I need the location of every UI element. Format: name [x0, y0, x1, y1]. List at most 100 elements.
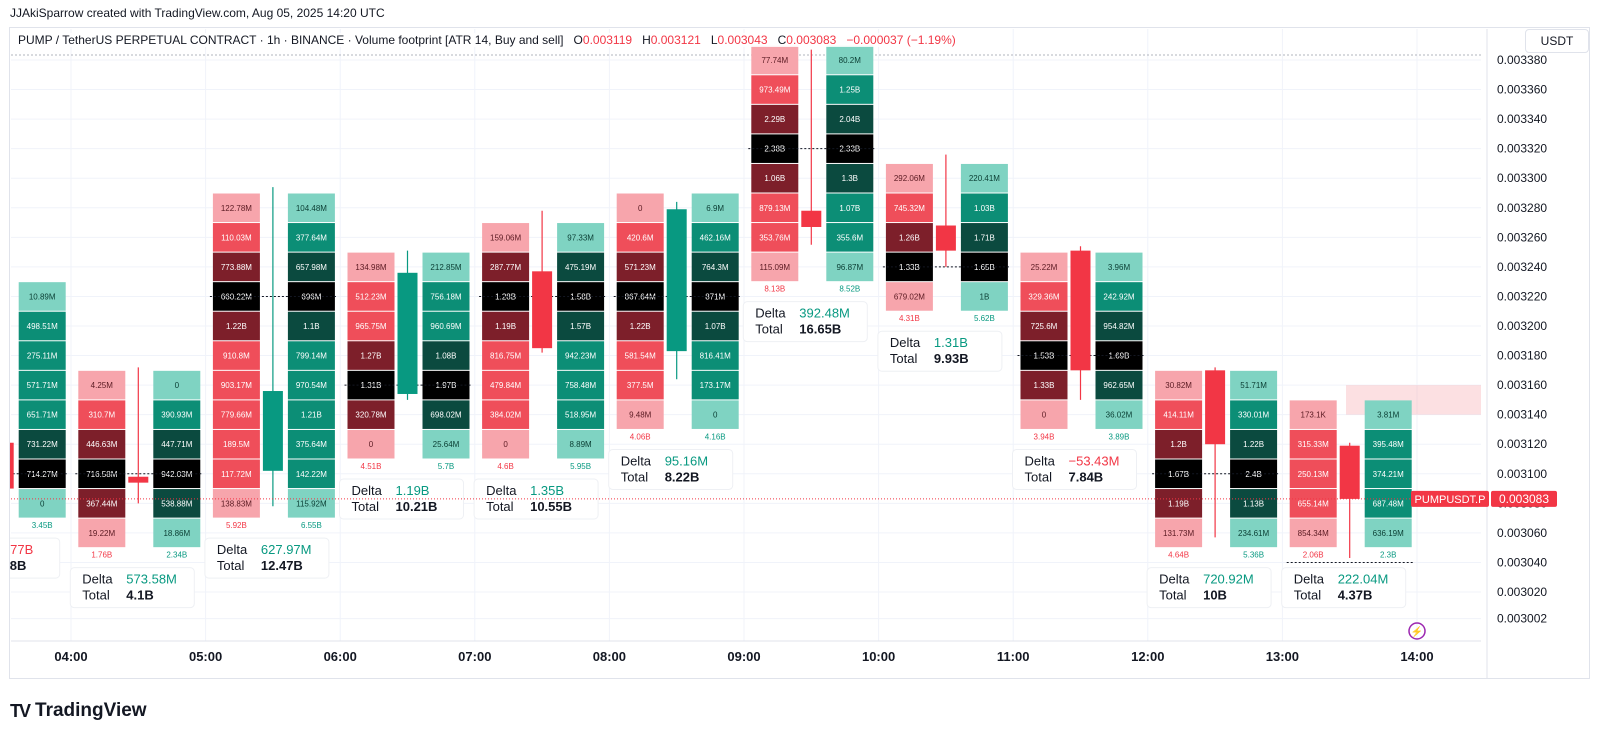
buy-volume-cell: [557, 223, 605, 252]
delta-label: Delta: [755, 306, 786, 321]
sell-volume-label: 446.63M: [86, 440, 117, 449]
last-price-tag: [1491, 490, 1557, 507]
buy-volume-label: 799.14M: [296, 352, 327, 361]
x-tick-label: 07:00: [458, 649, 491, 664]
sell-volume-label: 287.77M: [490, 263, 521, 272]
sell-volume-label: 2.29B: [764, 115, 785, 124]
buy-volume-cell: [1230, 518, 1278, 548]
buy-volume-cell: [153, 518, 201, 548]
total-label: Total: [82, 588, 110, 603]
sell-volume-label: 1.26B: [899, 233, 920, 242]
sell-volume-cell: [1155, 370, 1203, 400]
sell-volume-cell: [1289, 400, 1337, 429]
buy-volume-label: 960.69M: [430, 322, 461, 331]
buy-volume-cell: [826, 163, 874, 193]
candle-body: [935, 225, 956, 251]
sell-volume-cell: [482, 370, 530, 400]
x-tick-label: 09:00: [727, 649, 760, 664]
buy-total-label: 3.89B: [1109, 432, 1130, 441]
buy-volume-label: 1.13B: [1243, 499, 1264, 508]
lightning-icon[interactable]: [1408, 622, 1426, 640]
sell-volume-cell: [1020, 400, 1068, 429]
sell-total-label: 4.51B: [361, 462, 382, 471]
buy-volume-label: 1.03B: [974, 204, 995, 213]
buy-volume-label: 731.22M: [27, 440, 58, 449]
currency-button[interactable]: USDT: [1525, 29, 1589, 53]
sell-volume-cell: [751, 104, 799, 134]
buy-volume-label: 3.81M: [1377, 411, 1400, 420]
legend-open-value: 0.003119: [582, 33, 633, 47]
delta-box: [877, 330, 1003, 372]
delta-label: Delta: [621, 453, 652, 468]
delta-label: Delta: [486, 483, 517, 498]
candle-body: [666, 209, 687, 352]
buy-total-label: 8.52B: [839, 285, 860, 294]
delta-value: 573.58M: [126, 572, 177, 587]
sell-volume-cell: [751, 252, 799, 282]
y-tick-label: 0.003320: [1497, 142, 1547, 156]
y-tick-label: 0.003040: [1497, 555, 1547, 569]
sell-total-label: 5.92B: [226, 521, 247, 530]
buy-total-label: 5.7B: [438, 462, 454, 471]
tradingview-logo-icon: TV: [10, 700, 31, 721]
sell-volume-label: 1.31B: [361, 381, 382, 390]
buy-volume-cell: [18, 400, 66, 429]
sell-volume-label: 159.06M: [490, 233, 521, 242]
sell-volume-label: 910.8M: [223, 352, 250, 361]
buy-volume-label: 275.11M: [27, 352, 58, 361]
sell-volume-label: 1.28B: [495, 292, 516, 301]
created-by-caption: JJAkiSparrow created with TradingView.co…: [10, 6, 385, 20]
sell-volume-label: 138.83M: [221, 499, 252, 508]
footprint-chart[interactable]: 0.003380 0.003360 0.003340 0.003320 0.003300…: [10, 28, 1589, 678]
buy-volume-label: 97.33M: [567, 233, 594, 242]
buy-volume-label: 571.71M: [27, 381, 58, 390]
delta-box: [608, 448, 734, 490]
sell-volume-cell: [212, 311, 260, 341]
chart-area[interactable]: 0.003380 0.003360 0.003340 0.003320 0.003300…: [9, 27, 1590, 679]
sell-volume-cell: [212, 223, 260, 252]
buy-volume-label: 447.71M: [161, 440, 192, 449]
sell-total-label: 4.31B: [899, 314, 920, 323]
sell-volume-cell: [347, 282, 395, 311]
sell-volume-label: 117.72M: [221, 470, 252, 479]
sell-volume-label: 134.98M: [355, 263, 386, 272]
sell-volume-label: 173.1K: [1301, 411, 1327, 420]
buy-volume-cell: [1230, 370, 1278, 400]
buy-volume-cell: [1230, 429, 1278, 459]
sell-volume-label: 0: [503, 440, 508, 449]
candle-body: [10, 442, 14, 489]
sell-volume-label: 110.03M: [221, 233, 252, 242]
x-tick-label: 14:00: [1400, 649, 1433, 664]
sell-volume-label: 1.22B: [226, 322, 247, 331]
total-label: Total: [755, 322, 783, 337]
buy-volume-cell: [826, 75, 874, 104]
total-value: 8.22B: [665, 469, 700, 484]
total-value: 9.93B: [934, 351, 969, 366]
total-value: 10.21B: [396, 499, 438, 514]
buy-volume-cell: [422, 400, 470, 429]
sell-volume-label: 679.02M: [894, 292, 925, 301]
buy-volume-cell: [557, 400, 605, 429]
sell-volume-label: 131.73M: [1163, 529, 1194, 538]
buy-volume-label: 758.48M: [565, 381, 596, 390]
buy-volume-label: 942.23M: [565, 352, 596, 361]
sell-volume-cell: [347, 400, 395, 429]
sell-volume-cell: [1020, 370, 1068, 400]
total-value: 16.65B: [799, 322, 841, 337]
buy-volume-label: 0: [175, 381, 180, 390]
candle-body: [1339, 445, 1360, 499]
tradingview-brand[interactable]: TV TradingView: [10, 700, 147, 722]
total-label: Total: [217, 558, 245, 573]
buy-volume-cell: [287, 311, 335, 341]
sell-volume-cell: [212, 193, 260, 223]
buy-volume-cell: [287, 193, 335, 223]
buy-volume-cell: [287, 400, 335, 429]
legend-high-label: H: [642, 33, 651, 47]
delta-box: [1012, 448, 1137, 490]
x-tick-label: 06:00: [324, 649, 357, 664]
sell-volume-label: 19.22M: [88, 529, 115, 538]
buy-volume-label: 212.85M: [430, 263, 461, 272]
buy-volume-cell: [1364, 459, 1412, 489]
candle-body: [262, 391, 283, 471]
buy-volume-cell: [287, 252, 335, 282]
